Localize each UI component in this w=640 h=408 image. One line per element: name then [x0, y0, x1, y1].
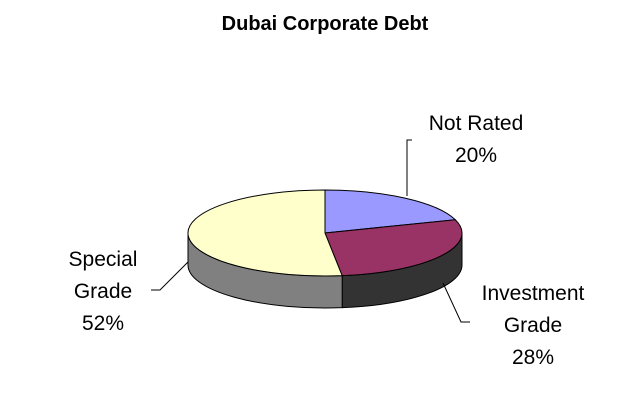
label-investment-grade: Investment Grade 28%	[442, 282, 585, 369]
label-not-rated-line-2: 20%	[455, 144, 497, 167]
label-investment-grade-line-2: Grade	[504, 314, 562, 337]
label-not-rated: Not Rated 20%	[406, 112, 524, 196]
leader-line-not-rated	[406, 139, 412, 196]
chart-title: Dubai Corporate Debt	[222, 13, 429, 35]
pie-slice-not-rated	[324, 189, 457, 234]
label-not-rated-line-1: Not Rated	[429, 112, 524, 135]
pie-slice-special-grade	[187, 189, 343, 277]
label-special-grade-line-2: Grade	[74, 280, 132, 303]
pie-top-faces	[187, 189, 463, 277]
label-investment-grade-line-1: Investment	[482, 282, 585, 305]
label-investment-grade-line-3: 28%	[512, 346, 554, 369]
label-special-grade-line-3: 52%	[82, 312, 124, 335]
pie-slice-investment-grade	[324, 219, 463, 277]
leader-line-special-grade	[151, 261, 189, 291]
leader-line-investment-grade	[442, 282, 470, 323]
label-special-grade-line-1: Special	[69, 248, 138, 271]
label-special-grade: Special Grade 52%	[69, 248, 189, 335]
